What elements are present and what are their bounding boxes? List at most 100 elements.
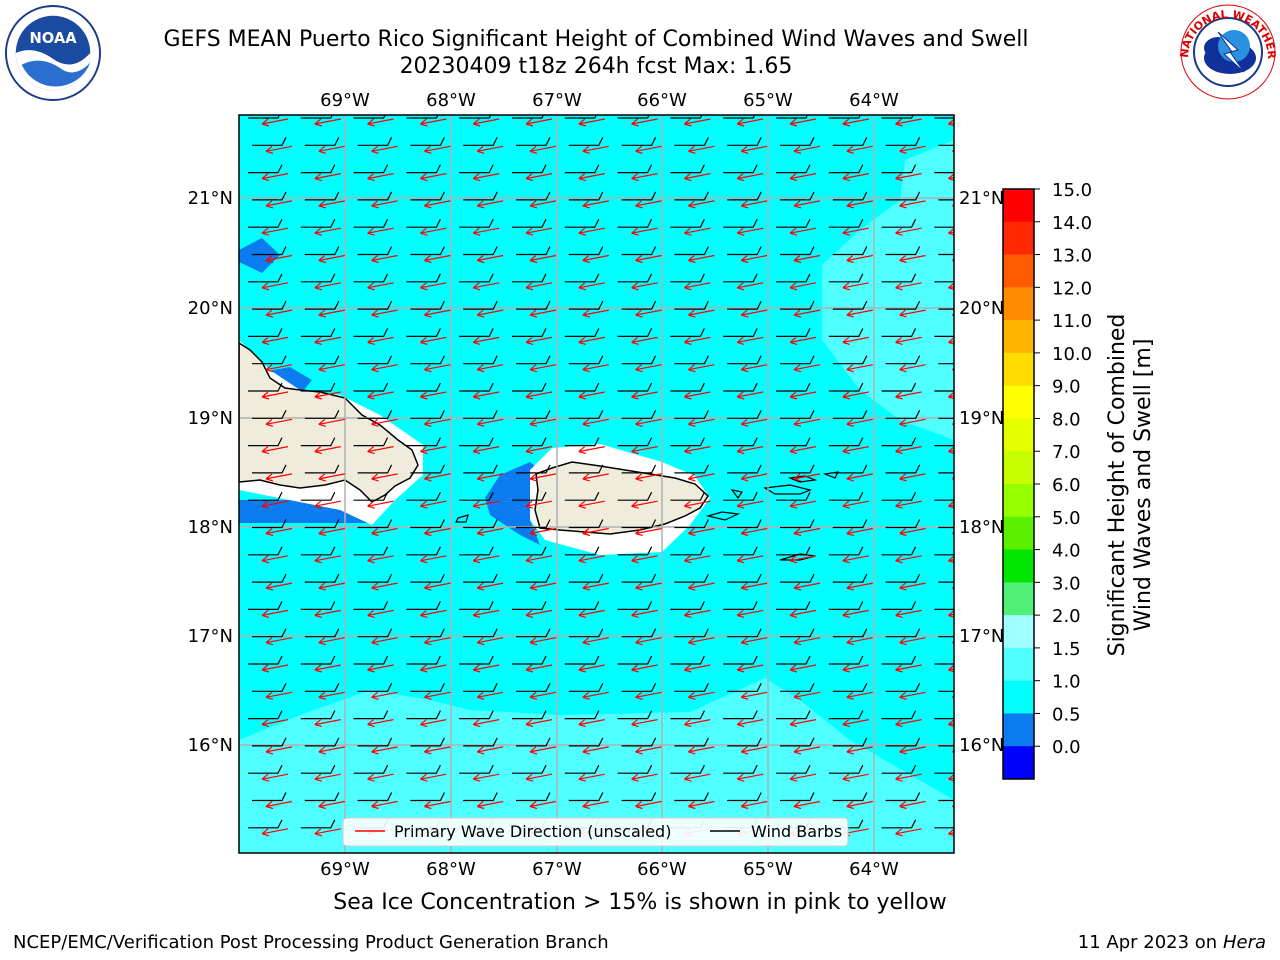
wind-barb — [885, 246, 921, 256]
wind-barb — [516, 191, 551, 201]
colorbar-label-line2: Wind Waves and Swell [m] — [1131, 339, 1156, 632]
wind-barb — [300, 710, 336, 720]
wave-direction-arrow — [265, 582, 293, 591]
wave-direction-arrow — [899, 145, 926, 154]
wave-direction-arrow — [529, 582, 557, 591]
wave-direction-arrow — [789, 446, 817, 455]
wind-barb — [300, 764, 336, 774]
wave-direction-arrow — [314, 719, 341, 728]
wind-barb — [617, 164, 653, 174]
wave-direction-arrow — [578, 336, 605, 345]
wave-direction-arrow — [688, 254, 715, 264]
wind-barb — [617, 115, 650, 119]
wind-barb — [300, 546, 336, 556]
wind-barb — [252, 628, 287, 638]
wind-barb — [723, 546, 758, 556]
wave-direction-arrow — [899, 418, 926, 427]
wind-barb — [248, 437, 283, 447]
wave-direction-arrow — [684, 609, 711, 618]
wave-direction-arrow — [736, 555, 764, 564]
wave-direction-arrow — [529, 145, 557, 154]
wind-barb — [357, 573, 393, 583]
wind-barb — [776, 382, 811, 392]
wind-barb — [568, 628, 604, 638]
wind-barb — [881, 218, 917, 228]
wind-barb — [357, 137, 393, 146]
lon-label: 68°W — [426, 859, 476, 880]
wave-direction-arrow — [740, 418, 768, 427]
wave-direction-arrow — [261, 555, 289, 564]
wave-direction-arrow — [424, 418, 451, 427]
wave-direction-arrow — [789, 555, 817, 564]
wave-direction-arrow — [424, 582, 451, 591]
wind-barb — [621, 355, 657, 365]
wind-barb — [885, 792, 921, 802]
colorbar-band — [1003, 451, 1034, 485]
wind-barb — [463, 737, 498, 747]
wind-barb — [459, 382, 494, 392]
wave-direction-arrow — [952, 367, 954, 371]
wind-barb — [353, 710, 389, 720]
wave-direction-arrow — [314, 500, 341, 509]
wind-barb — [459, 115, 492, 119]
wave-direction-arrow — [899, 746, 926, 755]
wind-barb — [670, 601, 705, 610]
wave-direction-arrow — [846, 200, 873, 209]
wind-barb — [459, 164, 494, 174]
wind-barb — [568, 792, 604, 802]
wave-direction-legend-label: Primary Wave Direction (unscaled) — [394, 822, 671, 841]
wind-barb — [832, 246, 868, 256]
wave-direction-arrow — [420, 173, 447, 182]
wave-direction-arrow — [371, 309, 398, 318]
wave-direction-arrow — [314, 773, 341, 782]
wind-barb — [463, 683, 498, 692]
wind-barb — [727, 464, 762, 474]
wave-direction-arrow — [736, 118, 764, 127]
colorbar-tick-label: 1.0 — [1052, 672, 1081, 693]
wind-barb — [248, 491, 283, 501]
wind-barb — [674, 246, 709, 256]
wave-direction-arrow — [846, 418, 873, 427]
wave-direction-arrow — [582, 637, 609, 646]
wind-barb — [670, 115, 703, 119]
wave-direction-arrow — [684, 227, 711, 236]
wind-barb — [568, 683, 604, 692]
wave-direction-arrow — [578, 664, 605, 673]
wave-direction-arrow — [846, 637, 873, 646]
wind-barb — [512, 710, 547, 720]
wave-direction-arrow — [472, 391, 500, 400]
wave-direction-arrow — [789, 118, 817, 127]
wind-barb — [776, 115, 809, 119]
wind-barb — [674, 355, 709, 365]
wind-barb — [304, 519, 340, 529]
lat-label: 19°N — [188, 408, 233, 429]
wind-barb — [564, 328, 600, 337]
wave-direction-arrow — [529, 200, 557, 209]
wave-direction-arrow — [684, 719, 711, 728]
wave-direction-arrow — [895, 173, 922, 182]
wave-direction-arrow — [314, 555, 341, 564]
wave-direction-arrow — [476, 364, 504, 373]
wind-barb — [776, 164, 811, 174]
wind-barb — [357, 191, 393, 201]
wave-direction-arrow — [314, 118, 341, 127]
wind-barb — [881, 164, 917, 174]
wave-direction-arrow — [688, 800, 715, 810]
wave-direction-arrow — [367, 500, 394, 509]
wave-direction-arrow — [472, 719, 500, 728]
wave-direction-arrow — [525, 664, 553, 673]
wave-direction-arrow — [582, 800, 609, 810]
wave-direction-arrow — [793, 418, 821, 427]
wind-barb — [512, 437, 547, 447]
wind-barb — [723, 655, 758, 665]
wind-barb — [776, 601, 811, 610]
wave-direction-arrow — [688, 637, 715, 646]
wind-barb — [248, 328, 283, 337]
wind-barb — [723, 273, 758, 283]
wind-barb — [406, 273, 441, 283]
wave-direction-arrow — [582, 527, 609, 537]
wave-direction-arrow — [472, 500, 500, 509]
wind-barb — [670, 437, 705, 447]
wave-direction-arrow — [367, 282, 394, 291]
wave-direction-arrow — [529, 309, 557, 318]
